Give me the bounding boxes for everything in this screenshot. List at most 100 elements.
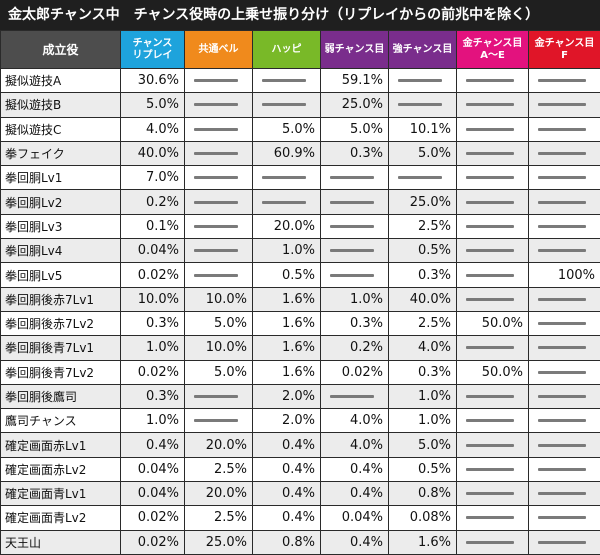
value-cell: 30.6%: [121, 69, 185, 93]
empty-cell: [185, 263, 253, 287]
empty-cell: [457, 530, 529, 554]
row-label: 確定画面赤Lv1: [1, 433, 121, 457]
row-label: 拳回胴後赤7Lv2: [1, 311, 121, 335]
value-cell: 7.0%: [121, 166, 185, 190]
empty-cell: [529, 214, 600, 238]
value-cell: 40.0%: [121, 141, 185, 165]
dash-icon: [466, 128, 514, 131]
value-cell: 0.02%: [121, 360, 185, 384]
dash-icon: [330, 395, 374, 398]
dash-icon: [194, 128, 238, 131]
value-cell: 60.9%: [253, 141, 321, 165]
value-cell: 0.8%: [253, 530, 321, 554]
value-cell: 10.0%: [121, 287, 185, 311]
dash-icon: [398, 79, 442, 82]
empty-cell: [185, 409, 253, 433]
dash-icon: [262, 103, 306, 106]
page-title: 金太郎チャンス中 チャンス役時の上乗せ振り分け（リプレイからの前兆中を除く）: [0, 0, 600, 30]
value-cell: 0.5%: [253, 263, 321, 287]
empty-cell: [457, 433, 529, 457]
empty-cell: [321, 214, 389, 238]
dash-icon: [538, 225, 586, 228]
dash-icon: [194, 225, 238, 228]
row-label: 天王山: [1, 530, 121, 554]
empty-cell: [529, 117, 600, 141]
empty-cell: [529, 69, 600, 93]
column-header: 強チャンス目: [389, 31, 457, 69]
value-cell: 0.8%: [389, 482, 457, 506]
dash-icon: [538, 176, 586, 179]
row-label: 確定画面青Lv1: [1, 482, 121, 506]
dash-icon: [538, 346, 586, 349]
value-cell: 0.4%: [321, 530, 389, 554]
empty-cell: [529, 287, 600, 311]
dash-icon: [330, 249, 374, 252]
empty-cell: [185, 214, 253, 238]
empty-cell: [529, 239, 600, 263]
value-cell: 0.3%: [321, 141, 389, 165]
value-cell: 0.4%: [253, 482, 321, 506]
row-label: 拳回胴Lv2: [1, 190, 121, 214]
empty-cell: [457, 384, 529, 408]
value-cell: 20.0%: [185, 433, 253, 457]
value-cell: 0.3%: [389, 263, 457, 287]
value-cell: 2.5%: [185, 506, 253, 530]
value-cell: 1.0%: [321, 287, 389, 311]
value-cell: 100%: [529, 263, 600, 287]
value-cell: 0.02%: [121, 263, 185, 287]
dash-icon: [330, 201, 374, 204]
dash-icon: [466, 395, 514, 398]
empty-cell: [457, 287, 529, 311]
empty-cell: [389, 69, 457, 93]
role-header: 成立役: [1, 31, 121, 69]
empty-cell: [253, 69, 321, 93]
value-cell: 2.0%: [253, 409, 321, 433]
value-cell: 0.04%: [121, 482, 185, 506]
dash-icon: [262, 201, 306, 204]
column-header: 共通ベル: [185, 31, 253, 69]
empty-cell: [321, 166, 389, 190]
row-label: 擬似遊技C: [1, 117, 121, 141]
value-cell: 50.0%: [457, 311, 529, 335]
empty-cell: [321, 190, 389, 214]
value-cell: 0.2%: [121, 190, 185, 214]
dash-icon: [330, 225, 374, 228]
value-cell: 4.0%: [321, 433, 389, 457]
empty-cell: [529, 433, 600, 457]
dash-icon: [538, 541, 586, 544]
empty-cell: [457, 239, 529, 263]
empty-cell: [457, 190, 529, 214]
dash-icon: [398, 176, 442, 179]
empty-cell: [185, 190, 253, 214]
empty-cell: [389, 93, 457, 117]
value-cell: 5.0%: [389, 433, 457, 457]
row-label: 拳回胴後青7Lv2: [1, 360, 121, 384]
value-cell: 1.0%: [121, 336, 185, 360]
dash-icon: [194, 249, 238, 252]
value-cell: 0.3%: [121, 384, 185, 408]
value-cell: 1.0%: [253, 239, 321, 263]
empty-cell: [185, 384, 253, 408]
value-cell: 0.4%: [253, 457, 321, 481]
dash-icon: [466, 541, 514, 544]
dash-icon: [538, 371, 586, 374]
dash-icon: [466, 79, 514, 82]
value-cell: 0.3%: [121, 311, 185, 335]
value-cell: 1.6%: [389, 530, 457, 554]
value-cell: 5.0%: [253, 117, 321, 141]
